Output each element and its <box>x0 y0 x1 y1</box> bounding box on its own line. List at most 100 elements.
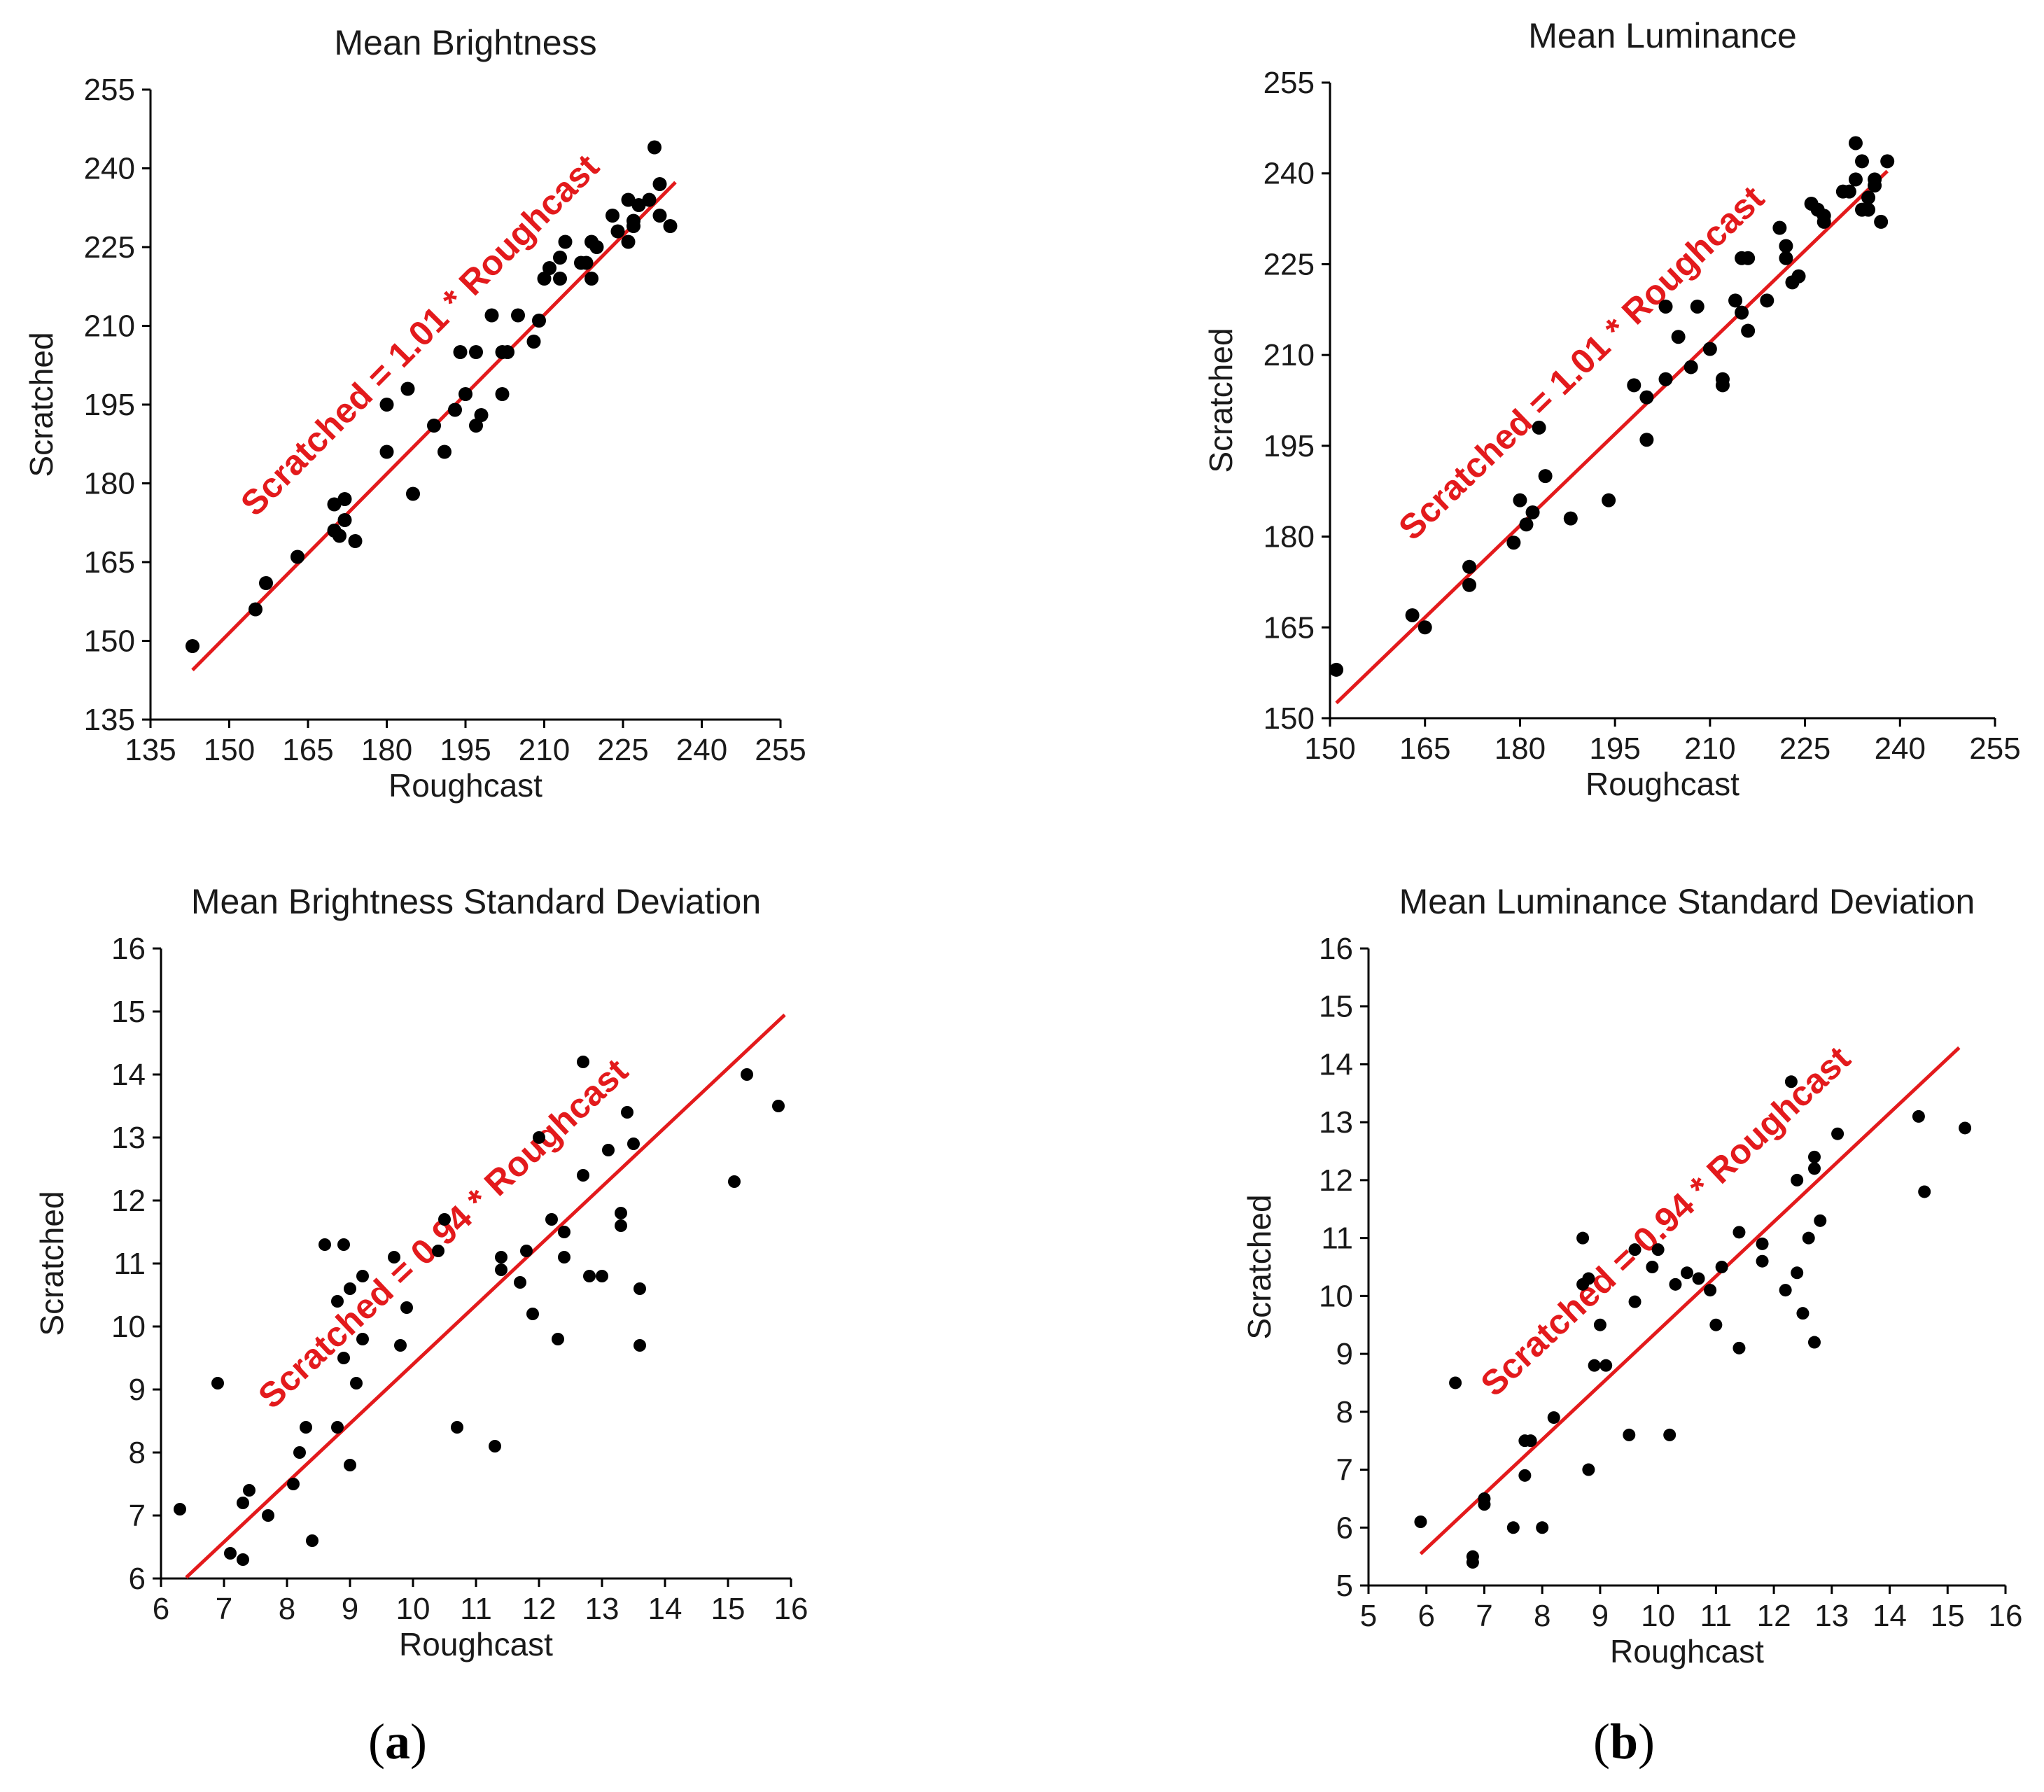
y-tick-label: 7 <box>129 1499 146 1533</box>
data-point <box>388 1251 400 1264</box>
y-axis-title: Scratched <box>1203 328 1239 472</box>
data-point <box>248 602 262 617</box>
y-tick-label: 180 <box>84 467 135 501</box>
y-tick-label: 210 <box>1264 338 1315 372</box>
data-point <box>553 251 567 265</box>
x-tick-label: 12 <box>522 1592 556 1626</box>
data-point <box>596 1270 608 1282</box>
x-tick-label: 16 <box>774 1592 808 1626</box>
data-point <box>1639 433 1654 447</box>
data-point <box>1684 360 1698 374</box>
x-tick-label: 165 <box>1399 732 1450 766</box>
x-tick-label: 12 <box>1757 1599 1791 1633</box>
data-point <box>1525 505 1540 519</box>
y-tick-label: 11 <box>1321 1222 1353 1256</box>
data-point <box>1760 293 1774 308</box>
data-point <box>1449 1376 1462 1390</box>
y-tick-label: 10 <box>1319 1279 1353 1313</box>
data-point <box>400 1301 413 1314</box>
data-point <box>627 1138 640 1150</box>
data-point <box>621 192 636 207</box>
data-point <box>652 209 667 223</box>
data-point <box>1808 1336 1821 1349</box>
data-point <box>602 1144 615 1156</box>
y-tick-label: 180 <box>1264 520 1315 554</box>
data-point <box>1784 1075 1798 1088</box>
data-point <box>520 1245 533 1257</box>
data-point <box>1663 1428 1676 1441</box>
data-point <box>1791 1173 1804 1186</box>
y-tick-label: 13 <box>1319 1105 1353 1140</box>
x-tick-label: 240 <box>1875 732 1926 766</box>
panel-label-b: (b) <box>1593 1714 1655 1770</box>
data-point <box>1848 136 1863 150</box>
y-tick-label: 9 <box>129 1373 146 1407</box>
y-tick-label: 12 <box>111 1184 146 1218</box>
y-tick-label: 150 <box>1264 701 1315 736</box>
data-point <box>1639 390 1654 405</box>
data-point <box>537 272 552 286</box>
x-tick-label: 11 <box>1700 1599 1732 1633</box>
data-point <box>489 1440 501 1452</box>
data-point <box>1715 372 1730 386</box>
data-point <box>1524 1434 1537 1448</box>
x-tick-label: 15 <box>1931 1599 1965 1633</box>
fit-equation-label: Scratched = 1.01 * Roughcast <box>233 146 607 523</box>
data-point <box>626 214 640 228</box>
y-tick-label: 165 <box>1264 610 1315 645</box>
data-point <box>526 1308 539 1320</box>
data-point <box>287 1478 300 1490</box>
x-tick-label: 6 <box>1418 1599 1434 1633</box>
data-point <box>290 550 304 564</box>
data-point <box>1796 1307 1809 1320</box>
panel-label-b-letter: b <box>1610 1714 1638 1770</box>
y-tick-label: 150 <box>84 624 135 659</box>
data-point <box>1547 1411 1560 1424</box>
x-tick-label: 195 <box>1589 732 1640 766</box>
x-axis-title: Roughcast <box>1610 1633 1764 1670</box>
y-axis-title: Scratched <box>1241 1194 1278 1339</box>
data-point <box>495 387 510 401</box>
fit-line <box>1419 1046 1961 1555</box>
x-tick-label: 165 <box>282 733 333 767</box>
data-point <box>484 308 499 323</box>
x-tick-label: 14 <box>648 1592 682 1626</box>
data-point <box>1880 154 1895 169</box>
data-point <box>533 1131 545 1144</box>
data-point <box>741 1068 753 1081</box>
data-point <box>448 402 462 417</box>
data-point <box>1741 323 1756 338</box>
chart-title: Mean Luminance <box>1528 16 1797 55</box>
data-point <box>318 1238 331 1251</box>
data-point <box>1855 154 1869 169</box>
data-point <box>1582 1272 1595 1285</box>
x-tick-label: 9 <box>342 1592 358 1626</box>
data-point <box>606 209 620 223</box>
data-point <box>545 1213 558 1226</box>
data-point <box>1814 1214 1827 1227</box>
y-tick-label: 225 <box>1264 247 1315 281</box>
data-point <box>1959 1121 1972 1135</box>
x-tick-label: 225 <box>1779 732 1830 766</box>
data-point <box>379 398 394 412</box>
y-tick-label: 135 <box>84 703 135 737</box>
data-point <box>259 576 273 590</box>
fit-equation-label: Scratched = 0.94 * Roughcast <box>251 1051 636 1416</box>
data-point <box>1600 1359 1613 1372</box>
x-tick-label: 150 <box>204 733 255 767</box>
data-point <box>1466 1555 1479 1569</box>
x-tick-label: 13 <box>585 1592 620 1626</box>
data-point <box>1462 559 1477 574</box>
data-point <box>728 1175 741 1188</box>
chart-mean-brightness-std: Mean Brightness Standard Deviation 6 7 8 9 10… <box>34 882 808 1662</box>
data-point <box>1732 1341 1746 1354</box>
chart-mean-luminance: Mean Luminance 150 165 180 195 210 225 240 255 15… <box>1203 16 2021 802</box>
x-tick-label: 10 <box>1641 1599 1675 1633</box>
data-point <box>1658 372 1673 386</box>
data-point <box>344 1282 356 1295</box>
data-point <box>577 1169 589 1182</box>
x-tick-label: 255 <box>755 733 806 767</box>
x-tick-label: 195 <box>440 733 491 767</box>
data-point <box>579 255 594 270</box>
